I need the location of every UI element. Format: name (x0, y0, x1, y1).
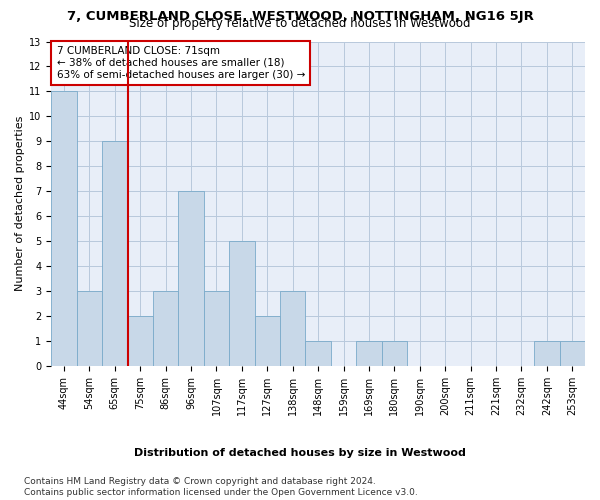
Bar (229, 241, 254, 366)
Text: Contains HM Land Registry data © Crown copyright and database right 2024.
Contai: Contains HM Land Registry data © Crown c… (24, 478, 418, 497)
Bar (128, 316, 153, 366)
Text: Size of property relative to detached houses in Westwood: Size of property relative to detached ho… (129, 18, 471, 30)
Y-axis label: Number of detached properties: Number of detached properties (15, 116, 25, 292)
Text: Distribution of detached houses by size in Westwood: Distribution of detached houses by size … (134, 448, 466, 458)
Bar (178, 191, 204, 366)
Bar (560, 341, 585, 366)
Bar (356, 341, 382, 366)
Bar (204, 291, 229, 366)
Bar (77, 291, 102, 366)
Bar (280, 291, 305, 366)
Bar (51, 92, 77, 366)
Bar (382, 341, 407, 366)
Text: 7, CUMBERLAND CLOSE, WESTWOOD, NOTTINGHAM, NG16 5JR: 7, CUMBERLAND CLOSE, WESTWOOD, NOTTINGHA… (67, 10, 533, 23)
Text: 7 CUMBERLAND CLOSE: 71sqm
← 38% of detached houses are smaller (18)
63% of semi-: 7 CUMBERLAND CLOSE: 71sqm ← 38% of detac… (56, 46, 305, 80)
Bar (534, 341, 560, 366)
Bar (305, 341, 331, 366)
Bar (102, 142, 128, 366)
Bar (153, 291, 178, 366)
Bar (254, 316, 280, 366)
